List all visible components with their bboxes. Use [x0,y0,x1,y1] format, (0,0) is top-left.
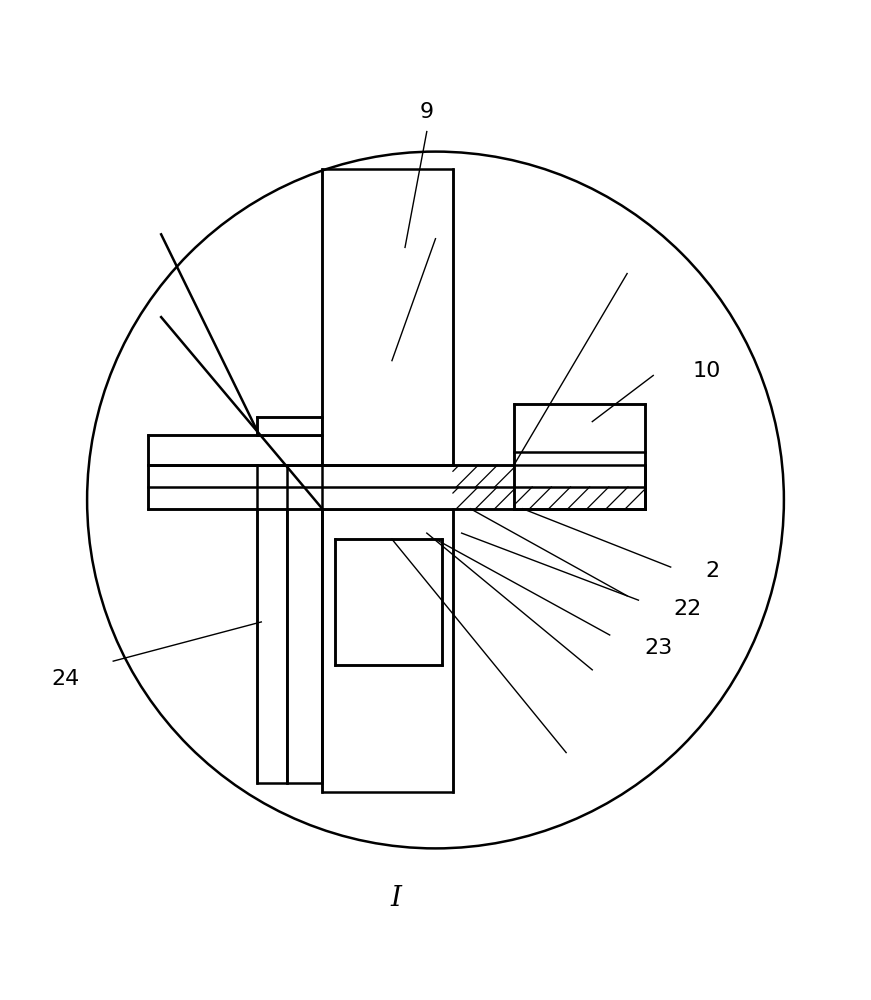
Bar [287,465,322,783]
Text: 22: 22 [673,599,701,619]
Text: 24: 24 [51,669,79,689]
Bar [257,417,322,435]
Bar [322,169,453,465]
Text: 9: 9 [420,102,434,122]
Text: 10: 10 [692,361,721,381]
Bar [514,404,645,509]
Text: 2: 2 [706,561,719,581]
Text: 23: 23 [645,638,672,658]
Text: I: I [391,885,402,912]
Bar [322,509,453,792]
Bar [148,465,645,509]
Bar [335,539,442,665]
Bar [148,435,322,465]
Bar [257,465,287,783]
